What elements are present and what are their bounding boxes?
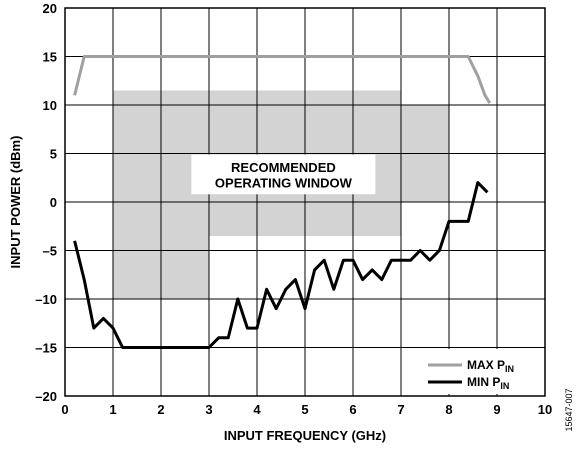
series-layer bbox=[73, 55, 492, 349]
x-tick-label: 8 bbox=[445, 402, 452, 417]
legend-label-min-pin: MIN PIN bbox=[467, 375, 509, 391]
annotation-line-1: RECOMMENDED bbox=[231, 160, 336, 175]
legend-label-max-pin-sub: IN bbox=[505, 364, 514, 374]
plot-frame bbox=[64, 7, 546, 397]
x-tick-label: 10 bbox=[538, 402, 552, 417]
y-tick-label: –20 bbox=[35, 389, 57, 404]
tick-label-layer: 0 1 2 3 4 5 6 7 8 9 10 –20 –15 –10 –5 0 5 10 15 20 bbox=[35, 1, 552, 417]
legend-label-max-pin: MAX PIN bbox=[467, 358, 514, 374]
x-tick-label: 3 bbox=[205, 402, 212, 417]
legend-label-min-pin-sub: IN bbox=[500, 381, 509, 391]
y-tick-label: 10 bbox=[43, 98, 57, 113]
annotation-background bbox=[191, 154, 376, 195]
y-tick-label: 15 bbox=[43, 50, 57, 65]
x-tick-label: 4 bbox=[253, 402, 261, 417]
y-axis-title: INPUT POWER (dBm) bbox=[8, 136, 23, 269]
legend-box bbox=[421, 349, 543, 394]
y-tick-label: 0 bbox=[50, 195, 57, 210]
legend: MAX PIN MIN PIN bbox=[421, 349, 543, 394]
y-tick-label: 5 bbox=[50, 147, 57, 162]
figure-id: 15647-007 bbox=[564, 388, 574, 431]
y-tick-label: –15 bbox=[35, 341, 57, 356]
x-tick-label: 7 bbox=[397, 402, 404, 417]
legend-label-min-pin-main: MIN P bbox=[467, 375, 500, 389]
x-tick-label: 0 bbox=[61, 402, 68, 417]
y-tick-label: –10 bbox=[35, 292, 57, 307]
x-axis-title: INPUT FREQUENCY (GHz) bbox=[224, 428, 386, 443]
x-tick-label: 9 bbox=[493, 402, 500, 417]
x-tick-label: 5 bbox=[301, 402, 308, 417]
y-tick-label: 20 bbox=[43, 1, 57, 16]
x-tick-label: 2 bbox=[157, 402, 164, 417]
legend-label-max-pin-main: MAX P bbox=[467, 358, 505, 372]
recommended-window-layer bbox=[113, 90, 449, 299]
x-tick-label: 1 bbox=[109, 402, 116, 417]
recommended-window-region bbox=[113, 90, 449, 299]
y-tick-label: –5 bbox=[43, 244, 57, 259]
x-tick-label: 6 bbox=[349, 402, 356, 417]
annotation-line-2: OPERATING WINDOW bbox=[215, 175, 353, 190]
series-line-max-pin bbox=[73, 55, 492, 104]
series-line-min-pin bbox=[73, 181, 489, 349]
